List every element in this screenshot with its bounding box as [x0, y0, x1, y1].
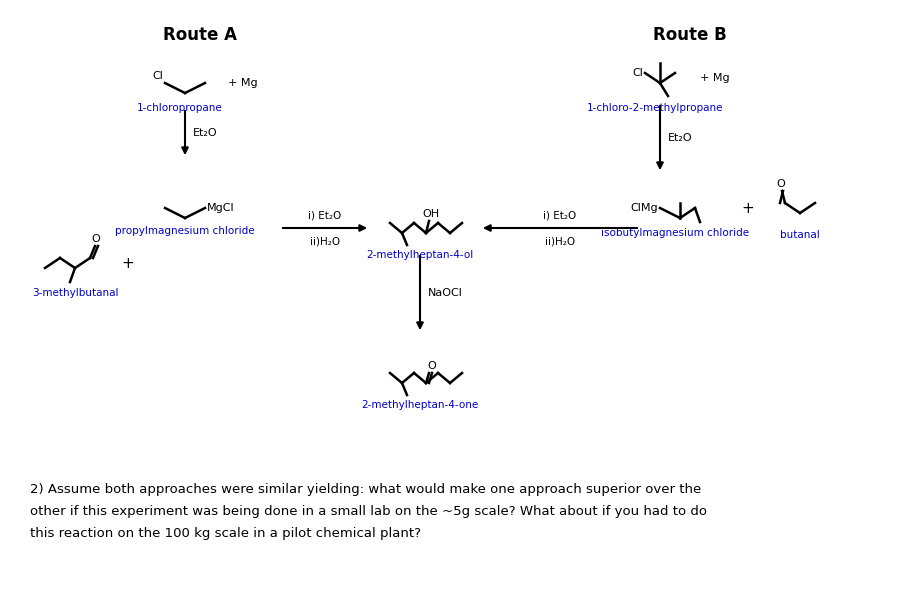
- Text: 2-methylheptan-4-ol: 2-methylheptan-4-ol: [366, 250, 473, 260]
- Text: Et₂O: Et₂O: [193, 128, 218, 138]
- Text: ii)H₂O: ii)H₂O: [310, 236, 340, 246]
- Text: 1-chloropropane: 1-chloropropane: [137, 103, 222, 113]
- Text: i) Et₂O: i) Et₂O: [308, 210, 342, 220]
- Text: 3-methylbutanal: 3-methylbutanal: [32, 288, 118, 298]
- Text: O: O: [91, 234, 100, 244]
- Text: Route B: Route B: [652, 26, 726, 44]
- Text: +: +: [121, 255, 134, 270]
- Text: i) Et₂O: i) Et₂O: [543, 210, 576, 220]
- Text: ClMg: ClMg: [630, 203, 657, 213]
- Text: OH: OH: [422, 209, 439, 219]
- Text: butanal: butanal: [779, 230, 819, 240]
- Text: O: O: [427, 361, 435, 371]
- Text: O: O: [776, 179, 784, 189]
- Text: NaOCl: NaOCl: [427, 288, 463, 298]
- Text: propylmagnesium chloride: propylmagnesium chloride: [115, 226, 254, 236]
- Text: other if this experiment was being done in a small lab on the ~5g scale? What ab: other if this experiment was being done …: [30, 505, 706, 518]
- Text: + Mg: + Mg: [700, 73, 729, 83]
- Text: Route A: Route A: [163, 26, 237, 44]
- Text: Cl: Cl: [631, 68, 642, 78]
- Text: + Mg: + Mg: [228, 78, 257, 88]
- Text: 1-chloro-2-methylpropane: 1-chloro-2-methylpropane: [586, 103, 722, 113]
- Text: this reaction on the 100 kg scale in a pilot chemical plant?: this reaction on the 100 kg scale in a p…: [30, 527, 421, 540]
- Text: MgCl: MgCl: [207, 203, 234, 213]
- Text: +: +: [741, 200, 753, 215]
- Text: Cl: Cl: [152, 71, 163, 81]
- Text: Et₂O: Et₂O: [667, 133, 691, 143]
- Text: isobutylmagnesium chloride: isobutylmagnesium chloride: [600, 228, 748, 238]
- Text: 2) Assume both approaches were similar yielding: what would make one approach su: 2) Assume both approaches were similar y…: [30, 483, 701, 496]
- Text: ii)H₂O: ii)H₂O: [545, 236, 575, 246]
- Text: 2-methylheptan-4-one: 2-methylheptan-4-one: [361, 400, 478, 410]
